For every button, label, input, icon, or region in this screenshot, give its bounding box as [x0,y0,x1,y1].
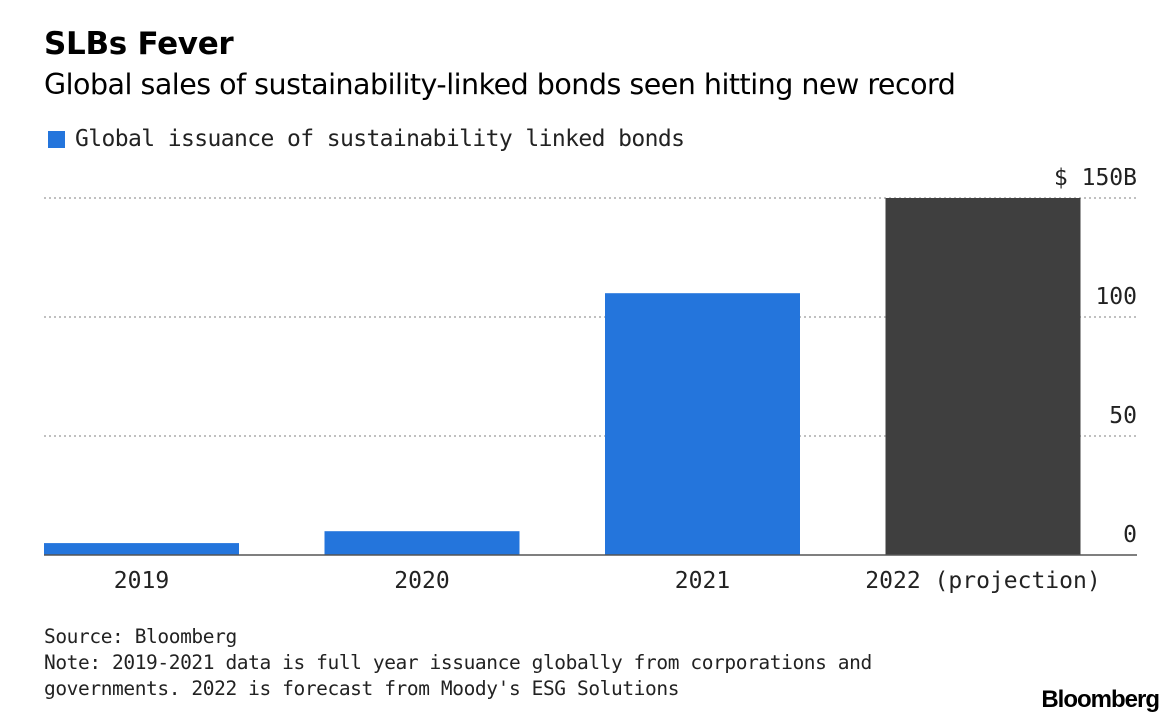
y-tick-label: 50 [1109,403,1137,429]
bar-2020 [324,531,520,555]
legend-label: Global issuance of sustainability linked… [75,126,685,152]
bar-2019 [44,543,239,555]
source-note: Source: Bloomberg [44,625,237,648]
x-tick-label: 2020 [394,568,449,594]
bloomberg-logo: Bloomberg [1041,686,1160,713]
legend: Global issuance of sustainability linked… [48,126,685,152]
note-line-2: governments. 2022 is forecast from Moody… [44,677,680,700]
bar-chart: 0 50 100 $ 150B 2019 2020 2021 2022 (projection… [44,165,1137,594]
y-tick-label: $ 150B [1054,165,1137,191]
chart-title: SLBs Fever [44,26,234,62]
legend-swatch [48,130,65,148]
note-line-1: Note: 2019-2021 data is full year issuan… [44,651,872,674]
x-tick-label: 2022 (projection) [865,568,1100,594]
bar-2022 [885,198,1081,555]
chart-footer: Source: Bloomberg Note: 2019-2021 data i… [44,624,872,702]
x-tick-label: 2019 [114,568,169,594]
bar-2021 [605,293,800,555]
y-tick-label: 100 [1095,284,1137,310]
chart-subtitle: Global sales of sustainability-linked bo… [44,68,956,101]
y-tick-label: 0 [1123,522,1137,548]
x-tick-label: 2021 [675,568,730,594]
